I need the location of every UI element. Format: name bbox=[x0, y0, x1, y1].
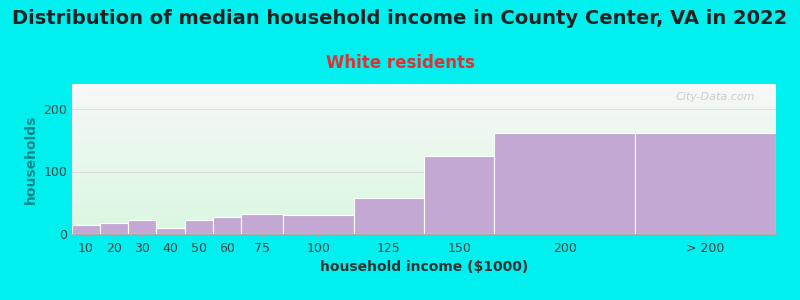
Bar bbox=[354, 198, 424, 234]
Bar bbox=[424, 156, 494, 234]
Bar bbox=[494, 133, 635, 234]
Bar bbox=[213, 217, 241, 234]
Bar bbox=[157, 228, 185, 234]
Bar bbox=[635, 133, 776, 234]
Bar bbox=[241, 214, 283, 234]
Y-axis label: households: households bbox=[24, 114, 38, 204]
Bar bbox=[100, 223, 128, 234]
Bar bbox=[185, 220, 213, 234]
X-axis label: household income ($1000): household income ($1000) bbox=[320, 260, 528, 274]
Bar bbox=[128, 220, 157, 234]
Bar bbox=[283, 215, 354, 234]
Text: White residents: White residents bbox=[326, 54, 474, 72]
Text: Distribution of median household income in County Center, VA in 2022: Distribution of median household income … bbox=[12, 9, 788, 28]
Text: City-Data.com: City-Data.com bbox=[675, 92, 755, 101]
Bar bbox=[72, 225, 100, 234]
